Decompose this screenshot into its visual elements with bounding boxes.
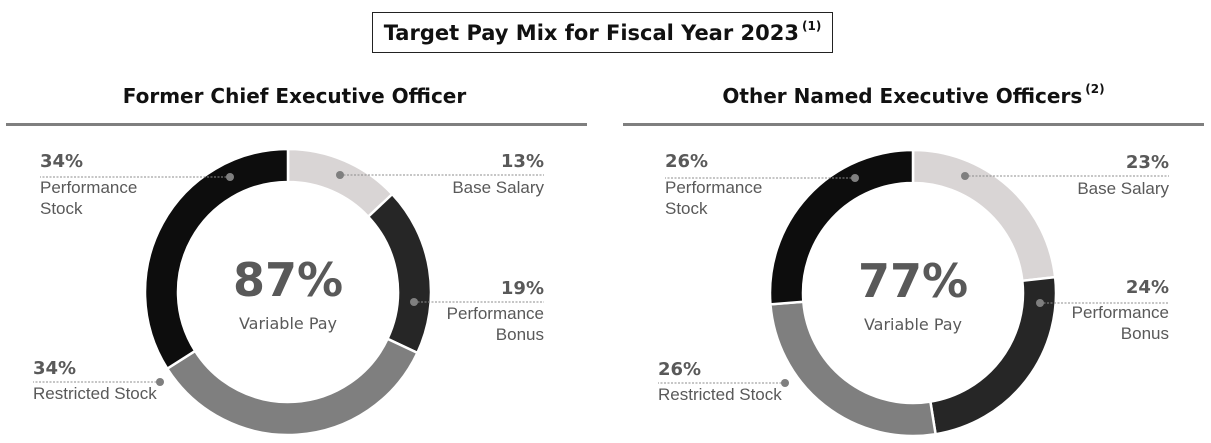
left-performance-stock-label: Performance Stock [40,178,138,218]
left-performance-bonus-pct: 19% [500,278,544,299]
donut-chart-former-ceo [33,147,544,437]
chart-title-text: Target Pay Mix for Fiscal Year 2023 [383,20,799,45]
left-restricted-stock-pct: 34% [33,358,77,379]
donut-slice-performance-stock [768,148,915,306]
chart-title-footnote: (1) [801,18,822,33]
leader-dot-performance-bonus [1036,299,1044,307]
right-base-salary-pct: 23% [1125,152,1169,173]
donut-slice-performance-stock [143,147,290,371]
right-panel-rule [623,123,1204,126]
left-performance-bonus-label: Performance Bonus [446,304,544,344]
left-center-label: Variable Pay [238,314,338,333]
left-base-salary-pct: 13% [500,151,544,172]
right-performance-stock-label: Performance Stock [665,178,763,218]
donut-slice-restricted-stock [165,337,420,437]
left-center-value: 87% [232,253,344,307]
leader-dot-restricted-stock [156,378,164,386]
leader-dot-performance-stock [851,174,859,182]
right-panel-title: Other Named Executive Officers (2) [722,82,1105,108]
donut-slice-base-salary [286,147,395,219]
right-center-label: Variable Pay [863,315,963,334]
leader-dot-restricted-stock [781,379,789,387]
right-performance-bonus-pct: 24% [1125,277,1169,298]
leader-dot-performance-stock [226,173,234,181]
right-base-salary-label: Base Salary [1077,179,1169,198]
left-panel-rule [6,123,587,126]
right-center-value: 77% [857,254,969,308]
right-performance-stock-pct: 26% [665,151,709,172]
right-performance-bonus-label: Performance Bonus [1071,303,1169,343]
leader-dot-base-salary [961,172,969,180]
left-restricted-stock-label: Restricted Stock [33,384,157,403]
chart-title: Target Pay Mix for Fiscal Year 2023 (1) [383,18,822,45]
left-panel-title: Former Chief Executive Officer [122,84,467,108]
right-restricted-stock-label: Restricted Stock [658,385,782,404]
leader-dot-performance-bonus [410,298,418,306]
left-performance-stock-pct: 34% [40,151,84,172]
left-base-salary-label: Base Salary [452,178,544,197]
right-restricted-stock-pct: 26% [658,359,702,380]
chart-title-box: Target Pay Mix for Fiscal Year 2023 (1) [372,12,833,53]
leader-dot-base-salary [336,171,344,179]
donut-chart-other-neos [658,148,1169,438]
